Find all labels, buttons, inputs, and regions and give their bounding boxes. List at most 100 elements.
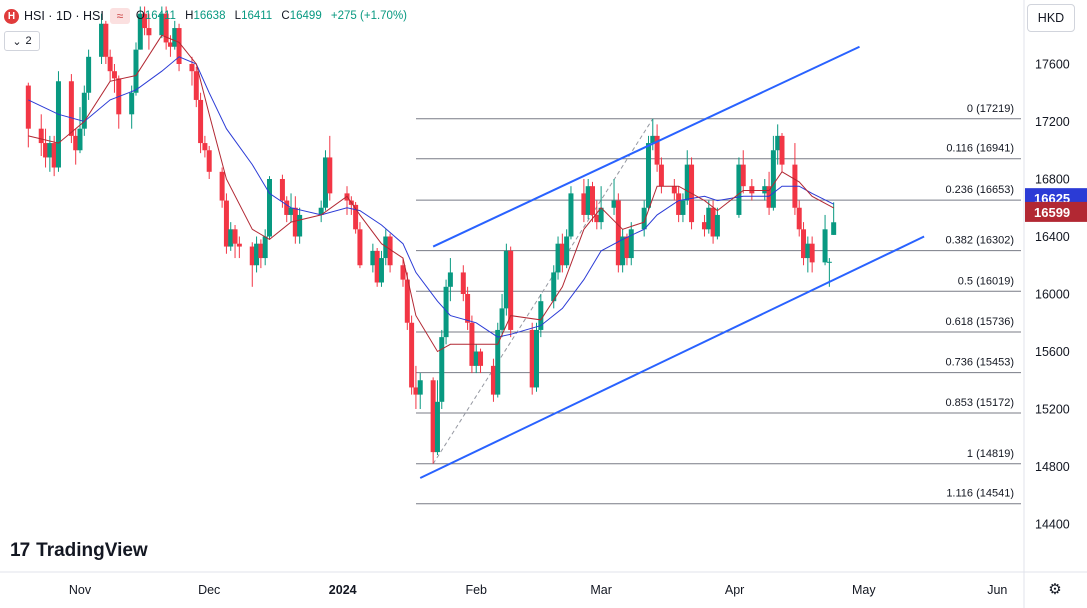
candle-body — [710, 207, 716, 237]
symbol-logo-icon[interactable]: H — [4, 8, 19, 24]
candle-body — [409, 322, 415, 388]
candle-body — [809, 243, 815, 263]
fib-level-label: 0.236 (16653) — [946, 184, 1015, 196]
change-value: +275 (+1.70%) — [330, 10, 408, 22]
candle-body — [676, 193, 682, 215]
candle-body — [99, 23, 105, 57]
candle-body — [266, 179, 272, 237]
candle-body — [568, 193, 574, 237]
indicators-toggle-button[interactable]: ⌄ 2 — [4, 31, 40, 51]
close-label: C — [281, 10, 290, 22]
candle-body — [551, 272, 557, 302]
time-tick-label: Dec — [198, 583, 220, 597]
candle-body — [370, 250, 376, 266]
candle-body — [680, 200, 686, 215]
candle-body — [447, 272, 453, 287]
candle-body — [189, 64, 195, 72]
candle-body — [172, 28, 178, 47]
candle-body — [671, 186, 677, 194]
candle-body — [529, 329, 535, 388]
candle-body — [353, 204, 359, 230]
candle-body — [38, 128, 44, 144]
candle-body — [193, 71, 199, 100]
price-tick-label: 16800 — [1035, 173, 1070, 187]
candle-body — [258, 243, 264, 259]
candle-body — [822, 229, 828, 263]
candle-body — [740, 164, 746, 187]
indicator-wave-icon[interactable]: ≈ — [109, 8, 130, 24]
logo-mark-icon: 17 — [10, 540, 30, 561]
high-value: 16638 — [193, 10, 226, 22]
candle-body — [508, 250, 514, 330]
candle-body — [254, 243, 260, 266]
candle-body — [684, 164, 690, 201]
tradingview-logo[interactable]: 17 TradingView — [10, 540, 148, 562]
candle-body — [176, 28, 182, 64]
candle-body — [624, 236, 630, 259]
time-tick-label: Jun — [987, 583, 1007, 597]
candle-body — [443, 286, 449, 338]
candle-body — [142, 13, 148, 29]
candle-body — [490, 365, 496, 395]
candle-body — [86, 56, 92, 93]
price-tick-label: 17600 — [1035, 58, 1070, 72]
candle-body — [714, 214, 720, 237]
low-label: L — [234, 10, 242, 22]
candle-body — [159, 13, 165, 36]
candle-body — [167, 42, 173, 47]
candle-body — [387, 236, 393, 266]
candle-body — [133, 49, 139, 93]
candle-body — [801, 229, 807, 259]
fib-level-label: 0.382 (16302) — [946, 235, 1015, 247]
candle-body — [417, 380, 423, 395]
candle-body — [374, 250, 380, 283]
open-value: 16411 — [144, 10, 176, 22]
candle-body — [460, 272, 466, 294]
logo-text: TradingView — [36, 540, 148, 561]
price-label-box — [1025, 201, 1087, 222]
candle-body — [232, 229, 238, 244]
candle-body — [249, 246, 255, 266]
candle-body — [284, 200, 290, 215]
time-tick-label: Feb — [465, 583, 487, 597]
price-label-text: 16599 — [1034, 205, 1070, 220]
candle-body — [439, 337, 445, 402]
candle-body — [383, 236, 389, 259]
candle-body — [206, 150, 212, 172]
candle-body — [25, 85, 31, 129]
open-label: O — [135, 10, 145, 22]
fib-level-label: 0 (17219) — [967, 103, 1014, 115]
ohlc-values: O16411 H16638 L16411 C16499 +275 (+1.70%… — [136, 10, 407, 22]
fib-level-label: 0.736 (15453) — [946, 357, 1015, 369]
candle-body — [534, 329, 540, 388]
candle-body — [129, 92, 135, 115]
candle-body — [378, 258, 384, 283]
candle-body — [465, 294, 471, 323]
candle-body — [641, 207, 647, 230]
candle-body — [262, 236, 268, 259]
candle-body — [146, 28, 152, 36]
candle-body — [831, 222, 837, 235]
candle-body — [279, 179, 285, 201]
price-tick-label: 17200 — [1035, 115, 1070, 129]
candle-body — [805, 243, 811, 259]
symbol-legend: H HSI · 1D · HSI ≈ O16411 H16638 L16411 … — [4, 6, 407, 26]
settings-gear-icon[interactable]: ⚙ — [1048, 581, 1062, 598]
candle-body — [749, 186, 755, 194]
candle-body — [288, 207, 294, 215]
currency-button[interactable]: HKD — [1027, 4, 1075, 32]
candle-body — [43, 143, 49, 158]
time-tick-label: Nov — [69, 583, 92, 597]
time-tick-label: May — [852, 583, 876, 597]
fib-level-label: 1.116 (14541) — [946, 488, 1014, 500]
candle-body — [658, 164, 664, 187]
candle-body — [77, 128, 83, 151]
symbol-name[interactable]: HSI · 1D · HSI — [24, 9, 104, 23]
fib-level-label: 0.5 (16019) — [958, 275, 1014, 287]
candle-body — [611, 200, 617, 208]
candle-body — [736, 164, 742, 215]
candle-body — [47, 143, 53, 158]
candle-body — [223, 200, 229, 247]
candle-body — [430, 380, 436, 453]
